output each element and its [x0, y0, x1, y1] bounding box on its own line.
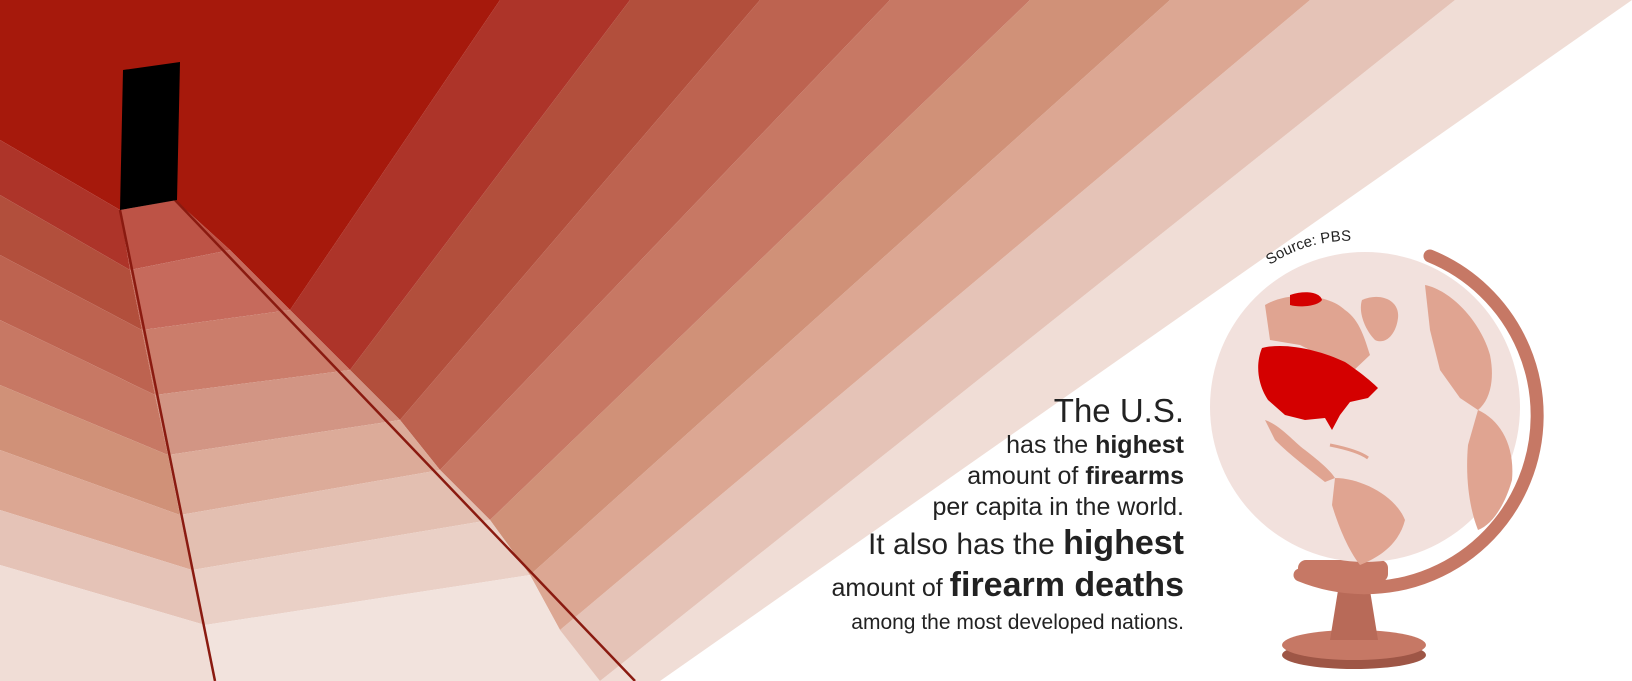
ray-band-8	[560, 0, 1455, 681]
headline-line-3: amount of firearms	[664, 461, 1184, 492]
globe-land-africa	[1467, 410, 1513, 530]
left-band-2	[0, 195, 142, 330]
stair-tread-3	[142, 310, 350, 395]
stair-tread-6	[180, 470, 490, 570]
ray-band-5	[440, 0, 1030, 520]
stair-tread-1	[120, 200, 230, 270]
headline-line-7: among the most developed nations.	[664, 608, 1184, 638]
headline-text: amount of	[967, 462, 1086, 490]
ray-band-2	[290, 0, 630, 370]
headline-text: has the	[1006, 431, 1096, 459]
headline-text: in the world.	[1042, 493, 1184, 521]
stair-tread-5	[168, 420, 440, 515]
left-band-5	[0, 385, 180, 515]
globe-land-canada	[1265, 295, 1370, 372]
headline-line-5: It also has the highest	[664, 523, 1184, 565]
globe-land-south-america	[1332, 478, 1405, 565]
globe-land-central-america	[1265, 420, 1335, 482]
ray-band-6	[490, 0, 1170, 575]
globe-icon	[1210, 249, 1544, 669]
ray-band-3	[350, 0, 760, 420]
headline-text: amount of	[831, 574, 950, 602]
left-band-3	[0, 255, 155, 395]
headline-emphasis: highest	[1063, 524, 1184, 562]
globe-frame-foot	[1298, 560, 1388, 582]
globe-land-alaska-highlight	[1290, 292, 1322, 307]
stair-tread-8	[205, 575, 600, 681]
stair-right-rail	[174, 199, 636, 681]
staircase-icon	[118, 199, 636, 681]
headline-text: per capita	[932, 493, 1043, 521]
globe-land-caribbean	[1329, 443, 1369, 460]
globe-base	[1282, 630, 1426, 660]
left-band-7	[0, 510, 205, 625]
stair-left-rail	[118, 209, 217, 681]
headline-text: among the most developed nations.	[851, 611, 1184, 634]
globe-land-usa-highlight	[1258, 345, 1378, 430]
stair-tread-4	[155, 370, 400, 455]
left-band-4	[0, 320, 168, 455]
headline-emphasis: firearms	[1085, 462, 1184, 490]
globe-frame	[1293, 249, 1544, 595]
globe-land-europe	[1425, 285, 1492, 410]
headline-line-6: amount of firearm deaths	[664, 565, 1184, 608]
headline-line-2: has the highest	[664, 430, 1184, 461]
globe-land-greenland	[1360, 296, 1399, 342]
left-band-1	[0, 140, 130, 270]
headline-block: The U.S. has the highest amount of firea…	[664, 392, 1184, 638]
headline-subject: The U.S.	[1053, 392, 1184, 429]
headline-text: It also has the	[867, 528, 1064, 561]
headline-line-1: The U.S.	[664, 392, 1184, 430]
left-band-6	[0, 450, 192, 570]
door-icon	[120, 62, 180, 210]
left-band-8	[0, 565, 215, 681]
ray-band-7	[530, 0, 1310, 630]
ray-band-4	[400, 0, 890, 470]
stair-tread-7	[192, 520, 530, 625]
headline-line-4: per capita in the world.	[664, 492, 1184, 523]
ray-band-9	[600, 0, 1632, 681]
headline-emphasis: highest	[1095, 431, 1184, 459]
headline-emphasis: firearm deaths	[949, 566, 1184, 604]
stair-tread-2	[130, 250, 290, 330]
